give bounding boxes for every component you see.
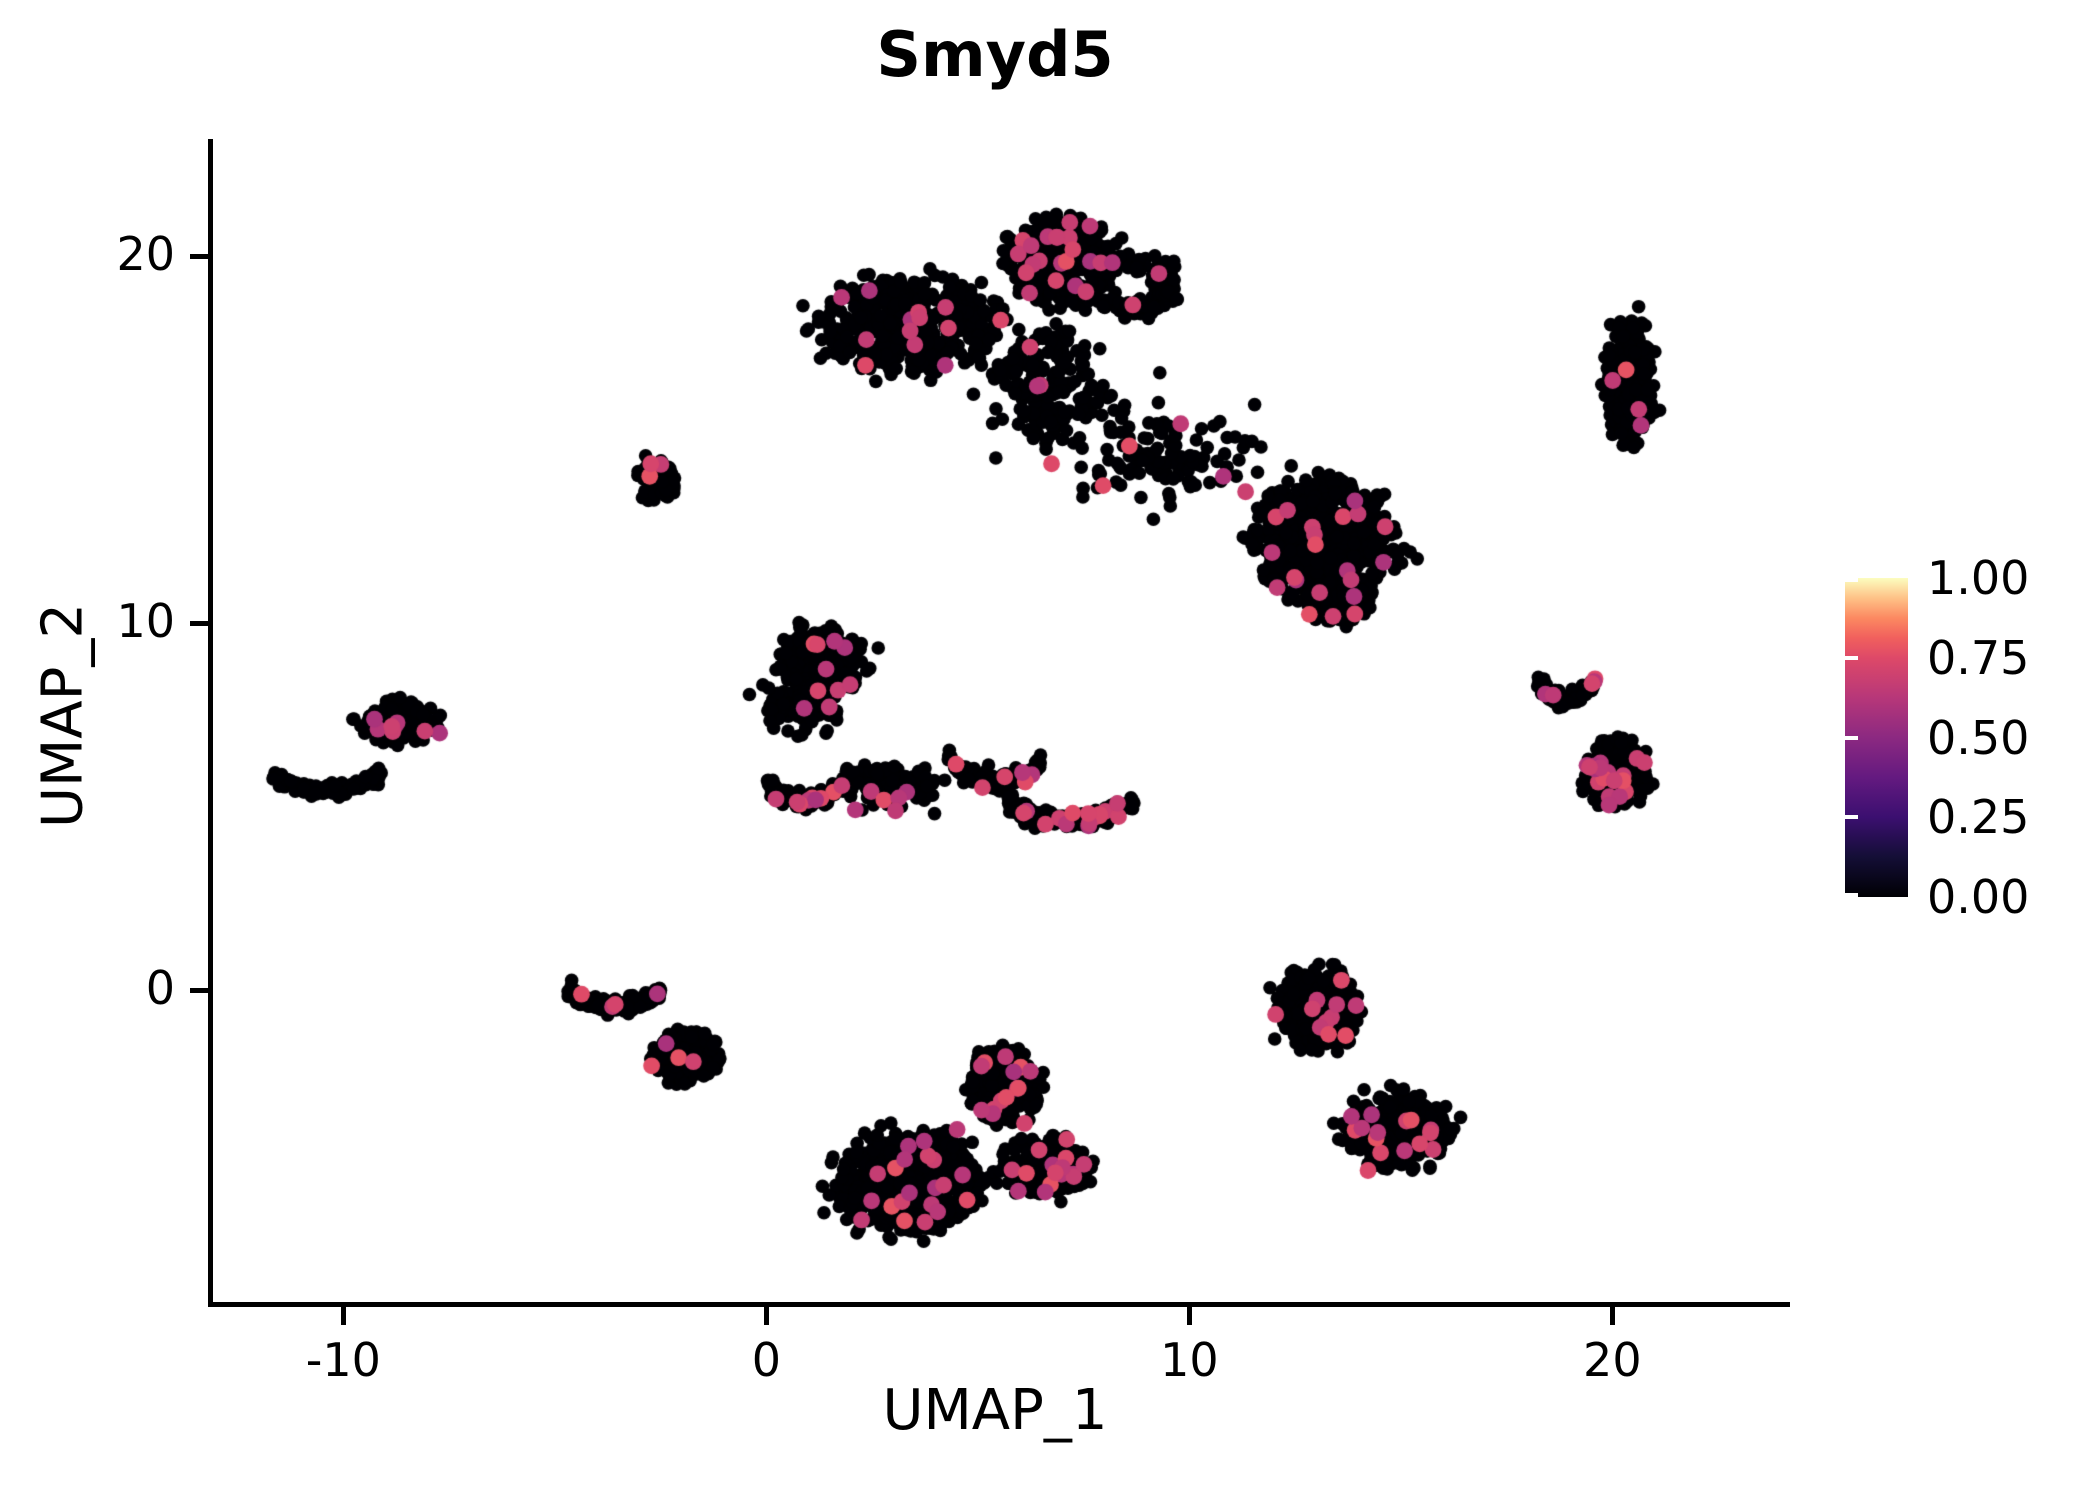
x-tick-mark xyxy=(764,1307,770,1325)
colorbar-tick-mark xyxy=(1845,578,1858,582)
y-axis-spine xyxy=(208,139,213,1307)
colorbar-tick-label: 0.25 xyxy=(1927,790,2030,845)
x-tick-mark xyxy=(1187,1307,1193,1325)
y-tick-label: 20 xyxy=(116,227,175,282)
y-tick-label: 0 xyxy=(145,960,175,1015)
y-tick-label: 10 xyxy=(116,594,175,648)
colorbar-tick-mark xyxy=(1832,815,1845,820)
y-tick-mark xyxy=(190,987,208,993)
colorbar-tick-mark xyxy=(1832,893,1845,897)
colorbar-tick-mark xyxy=(1832,735,1845,740)
colorbar-tick-mark xyxy=(1832,578,1845,582)
x-tick-mark xyxy=(341,1307,347,1325)
colorbar-tick-mark xyxy=(1832,655,1845,660)
x-tick-label: -10 xyxy=(305,1333,381,1387)
x-tick-label: 0 xyxy=(751,1333,781,1387)
x-axis-label: UMAP_1 xyxy=(882,1378,1108,1443)
y-tick-mark xyxy=(190,621,208,626)
colorbar-tick-mark xyxy=(1845,893,1858,897)
x-axis-spine xyxy=(208,1302,1790,1307)
x-tick-mark xyxy=(1610,1307,1616,1325)
colorbar-tick-mark xyxy=(1845,655,1858,660)
y-tick-mark xyxy=(190,254,208,260)
x-tick-label: 10 xyxy=(1160,1333,1219,1387)
y-axis-label: UMAP_2 xyxy=(30,603,96,829)
colorbar-tick-label: 0.00 xyxy=(1927,870,2030,924)
colorbar-tick-mark xyxy=(1845,815,1858,820)
colorbar-tick-label: 1.00 xyxy=(1927,551,2030,605)
colorbar-tick-label: 0.50 xyxy=(1927,710,2030,765)
colorbar-tick-label: 0.75 xyxy=(1927,630,2030,685)
x-tick-label: 20 xyxy=(1583,1333,1642,1387)
page-title: Smyd5 xyxy=(876,18,1114,91)
colorbar-tick-mark xyxy=(1845,735,1858,740)
